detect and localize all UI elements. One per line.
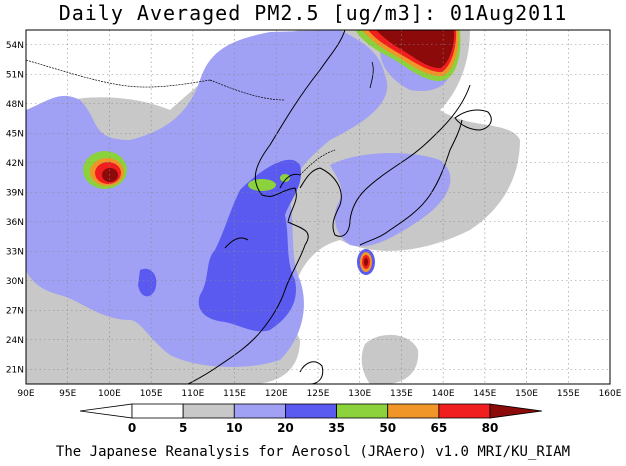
colorbar-segment [182, 403, 235, 419]
pm25-hotspot-far-east-russia [355, 30, 461, 81]
pm25-patch-north-china [248, 179, 276, 191]
lon-tick-label: 155E [557, 389, 580, 399]
colorbar-segment [233, 403, 286, 419]
lon-tick-label: 115E [223, 389, 246, 399]
lat-tick-label: 42N [6, 159, 24, 169]
lat-tick-label: 39N [6, 188, 24, 198]
gridlines [26, 30, 610, 384]
data-credit: The Japanese Reanalysis for Aerosol (JRA… [55, 444, 571, 460]
lat-tick-label: 27N [6, 306, 24, 316]
map-panel [26, 30, 610, 384]
map-title: Daily Averaged PM2.5 [ug/m3]: 01Aug2011 [58, 1, 568, 25]
colorbar: 0 5 10 20 35 50 65 80 [79, 403, 543, 435]
lat-tick-label: 21N [6, 365, 24, 375]
colorbar-overflow-arrow [489, 403, 543, 419]
latitude-tick-labels: 54N 51N 48N 45N 42N 39N 36N 33N 30N 27N 24N 21N [6, 41, 24, 376]
lon-tick-label: 100E [98, 389, 121, 399]
lat-tick-label: 24N [6, 336, 24, 346]
colorbar-label: 10 [226, 421, 243, 435]
colorbar-segment [131, 403, 184, 419]
pm25-shade-20-35 [138, 159, 302, 332]
pm25-hotspot-mongolia [71, 140, 135, 196]
lon-tick-label: 95E [59, 389, 76, 399]
lon-tick-label: 150E [515, 389, 538, 399]
colorbar-underflow-arrow [79, 403, 133, 419]
colorbar-label: 5 [179, 421, 187, 435]
colorbar-label: 65 [431, 421, 448, 435]
lon-tick-label: 130E [348, 389, 371, 399]
lon-tick-label: 120E [265, 389, 288, 399]
lon-tick-label: 125E [307, 389, 330, 399]
colorbar-label: 50 [379, 421, 396, 435]
map-frame [25, 29, 611, 385]
colorbar-segment [336, 403, 389, 419]
lat-tick-label: 45N [6, 129, 24, 139]
lon-tick-label: 105E [140, 389, 163, 399]
lat-tick-label: 54N [6, 41, 24, 51]
lat-tick-label: 48N [6, 100, 24, 110]
lon-tick-label: 160E [599, 389, 622, 399]
colorbar-segment [387, 403, 440, 419]
borders [26, 59, 336, 176]
island-sakhalin [369, 61, 374, 89]
lat-tick-label: 33N [6, 247, 24, 257]
colorbar-segment [438, 403, 491, 419]
lon-tick-label: 135E [390, 389, 413, 399]
colorbar-segment [285, 403, 337, 419]
colorbar-label: 0 [128, 421, 136, 435]
longitude-tick-labels: 90E 95E 100E 105E 110E 115E 120E 125E 130E 135E 14… [17, 389, 621, 399]
lat-tick-label: 36N [6, 218, 24, 228]
colorbar-label: 35 [328, 421, 345, 435]
lon-tick-label: 110E [181, 389, 204, 399]
lat-tick-label: 30N [6, 277, 24, 287]
lon-tick-label: 145E [473, 389, 496, 399]
colorbar-label: 20 [277, 421, 294, 435]
pm25-patch-north-china-2 [280, 174, 290, 182]
lon-tick-label: 90E [17, 389, 34, 399]
lon-tick-label: 140E [432, 389, 455, 399]
colorbar-label: 80 [482, 421, 499, 435]
lat-tick-label: 51N [6, 70, 24, 80]
pm25-hotspot-kyushu [357, 249, 375, 275]
